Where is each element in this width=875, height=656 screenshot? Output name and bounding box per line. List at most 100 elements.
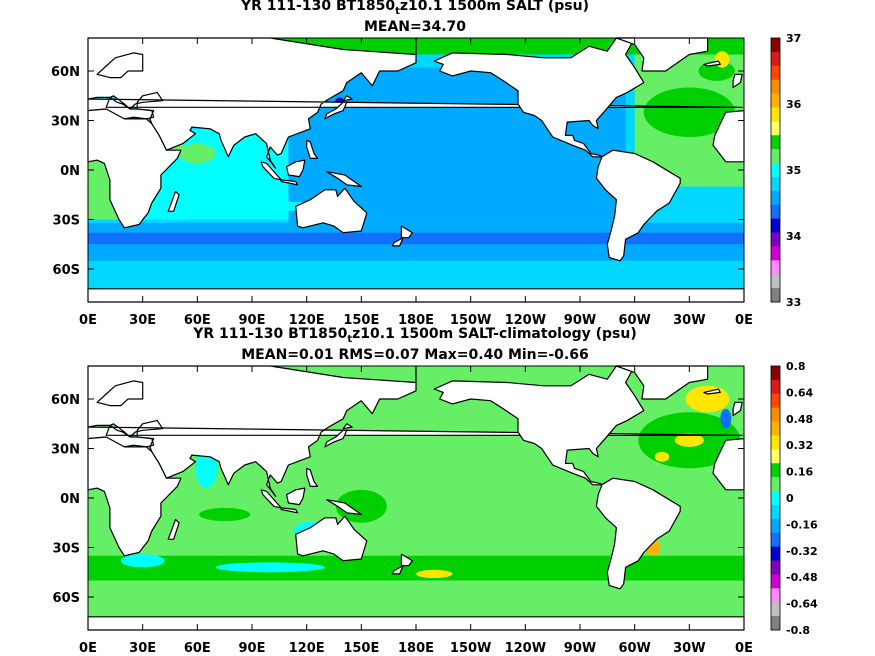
landmass bbox=[260, 161, 282, 181]
anomaly-map: 0E 30E 60E 90E 120E 150E 180E 150W 120W 90W 60W 30W… bbox=[51, 360, 818, 656]
x-tick-label: 60W bbox=[618, 641, 650, 656]
salt-title: YR 111-130 BT1850tz10.1 1500m SALT (psu) bbox=[241, 0, 589, 17]
colorbar-swatch bbox=[771, 491, 780, 506]
landmass bbox=[703, 60, 721, 67]
x-tick-label: 30W bbox=[673, 641, 705, 656]
salt-subtitle: MEAN=34.70 bbox=[363, 19, 467, 35]
colorbar-label: 35 bbox=[786, 164, 801, 177]
x-tick-label: 180E bbox=[398, 313, 434, 328]
landmass bbox=[260, 489, 282, 509]
agulhas-region bbox=[120, 554, 165, 568]
landmass bbox=[306, 467, 319, 487]
south-pacific-max bbox=[416, 569, 453, 579]
y-tick-label: 30N bbox=[51, 443, 80, 458]
colorbar-swatch bbox=[771, 504, 780, 520]
colorbar-swatch bbox=[771, 518, 780, 534]
x-tick-label: 30E bbox=[129, 641, 156, 656]
colorbar-swatch bbox=[771, 79, 780, 95]
colorbar-swatch bbox=[771, 204, 780, 220]
x-tick-label: 0E bbox=[735, 313, 753, 328]
colorbar-swatch bbox=[771, 51, 780, 67]
colorbar-label: 0.16 bbox=[786, 466, 813, 479]
y-tick-label: 30N bbox=[51, 115, 80, 130]
colorbar-swatch bbox=[771, 190, 780, 206]
colorbar-swatch bbox=[771, 288, 780, 303]
colorbar-label: -0.48 bbox=[786, 571, 818, 584]
x-tick-label: 60E bbox=[184, 313, 211, 328]
landmass bbox=[167, 518, 180, 540]
landmass bbox=[595, 149, 681, 262]
colorbar-swatch bbox=[771, 176, 780, 192]
north-atlantic-max bbox=[685, 385, 730, 413]
x-tick-label: 0E bbox=[735, 641, 753, 656]
landmass bbox=[400, 225, 413, 239]
y-tick-label: 30S bbox=[53, 214, 80, 229]
landmass bbox=[306, 139, 319, 159]
landmass bbox=[295, 187, 368, 234]
colorbar-label: 0.48 bbox=[786, 413, 813, 426]
landmass bbox=[295, 515, 368, 562]
colorbar-label: 34 bbox=[786, 230, 802, 243]
colorbar-swatch bbox=[771, 407, 780, 423]
colorbar-frame bbox=[770, 37, 781, 303]
x-tick-label: 150E bbox=[343, 313, 379, 328]
colorbar-label: 0 bbox=[786, 492, 794, 505]
x-tick-label: 90W bbox=[564, 641, 596, 656]
landmass bbox=[96, 380, 144, 407]
colorbar-swatch bbox=[771, 260, 780, 275]
colorbar-label: 36 bbox=[786, 98, 802, 111]
y-tick-label: 0N bbox=[60, 492, 80, 507]
colorbar-label: 0.8 bbox=[786, 360, 806, 373]
colorbar-label: -0.8 bbox=[786, 624, 810, 637]
landmass bbox=[400, 553, 413, 567]
colorbar-swatch bbox=[771, 602, 780, 617]
subtropical-max bbox=[674, 433, 704, 447]
colorbar-swatch bbox=[771, 121, 780, 136]
x-tick-label: 120W bbox=[505, 313, 546, 328]
x-tick-label: 0E bbox=[79, 313, 97, 328]
landmass bbox=[732, 73, 743, 89]
y-tick-label: 30S bbox=[53, 542, 80, 557]
x-tick-label: 90E bbox=[239, 313, 266, 328]
landmass bbox=[732, 401, 743, 417]
colorbar-swatch bbox=[771, 38, 780, 53]
colorbar-swatch bbox=[771, 477, 780, 492]
y-tick-label: 60S bbox=[53, 263, 80, 278]
sub-antarctic bbox=[215, 562, 325, 573]
colorbar-swatch bbox=[771, 163, 780, 178]
colorbar-label: -0.32 bbox=[786, 545, 818, 558]
landmass bbox=[280, 507, 299, 514]
x-tick-label: 30E bbox=[129, 313, 156, 328]
colorbar-swatch bbox=[771, 588, 780, 603]
colorbar-swatch bbox=[771, 93, 780, 108]
x-tick-label: 90E bbox=[239, 641, 266, 656]
landmass bbox=[286, 487, 306, 506]
landmass bbox=[391, 565, 404, 575]
landmass bbox=[280, 179, 299, 186]
landmass bbox=[703, 388, 721, 395]
x-tick-label: 30W bbox=[673, 313, 705, 328]
landmass bbox=[595, 477, 681, 590]
colorbar-swatch bbox=[771, 421, 780, 436]
y-tick-label: 60S bbox=[53, 591, 80, 606]
colorbar-swatch bbox=[771, 274, 780, 289]
x-tick-label: 120E bbox=[289, 641, 325, 656]
landmass bbox=[326, 171, 362, 188]
x-tick-label: 180E bbox=[398, 641, 434, 656]
x-tick-label: 0E bbox=[79, 641, 97, 656]
y-tick-label: 60N bbox=[51, 65, 80, 80]
indian-band bbox=[199, 507, 251, 522]
colorbar-label: 0.64 bbox=[786, 386, 813, 399]
landmass bbox=[87, 108, 182, 229]
landmass bbox=[286, 159, 306, 178]
landmass bbox=[342, 95, 353, 102]
sargasso-max bbox=[654, 451, 670, 462]
salt-panel: YR 111-130 BT1850tz10.1 1500m SALT (psu)… bbox=[51, 0, 802, 328]
salt-map: 0E 30E 60E 90E 120E 150E 180E 150W 120W 90W 60W 30W… bbox=[51, 32, 802, 328]
landmass bbox=[326, 499, 362, 516]
colorbar-swatch bbox=[771, 379, 780, 395]
colorbar-swatch bbox=[771, 463, 780, 478]
colorbar-swatch bbox=[771, 65, 780, 81]
y-tick-label: 0N bbox=[60, 164, 80, 179]
colorbar-swatch bbox=[771, 366, 780, 381]
